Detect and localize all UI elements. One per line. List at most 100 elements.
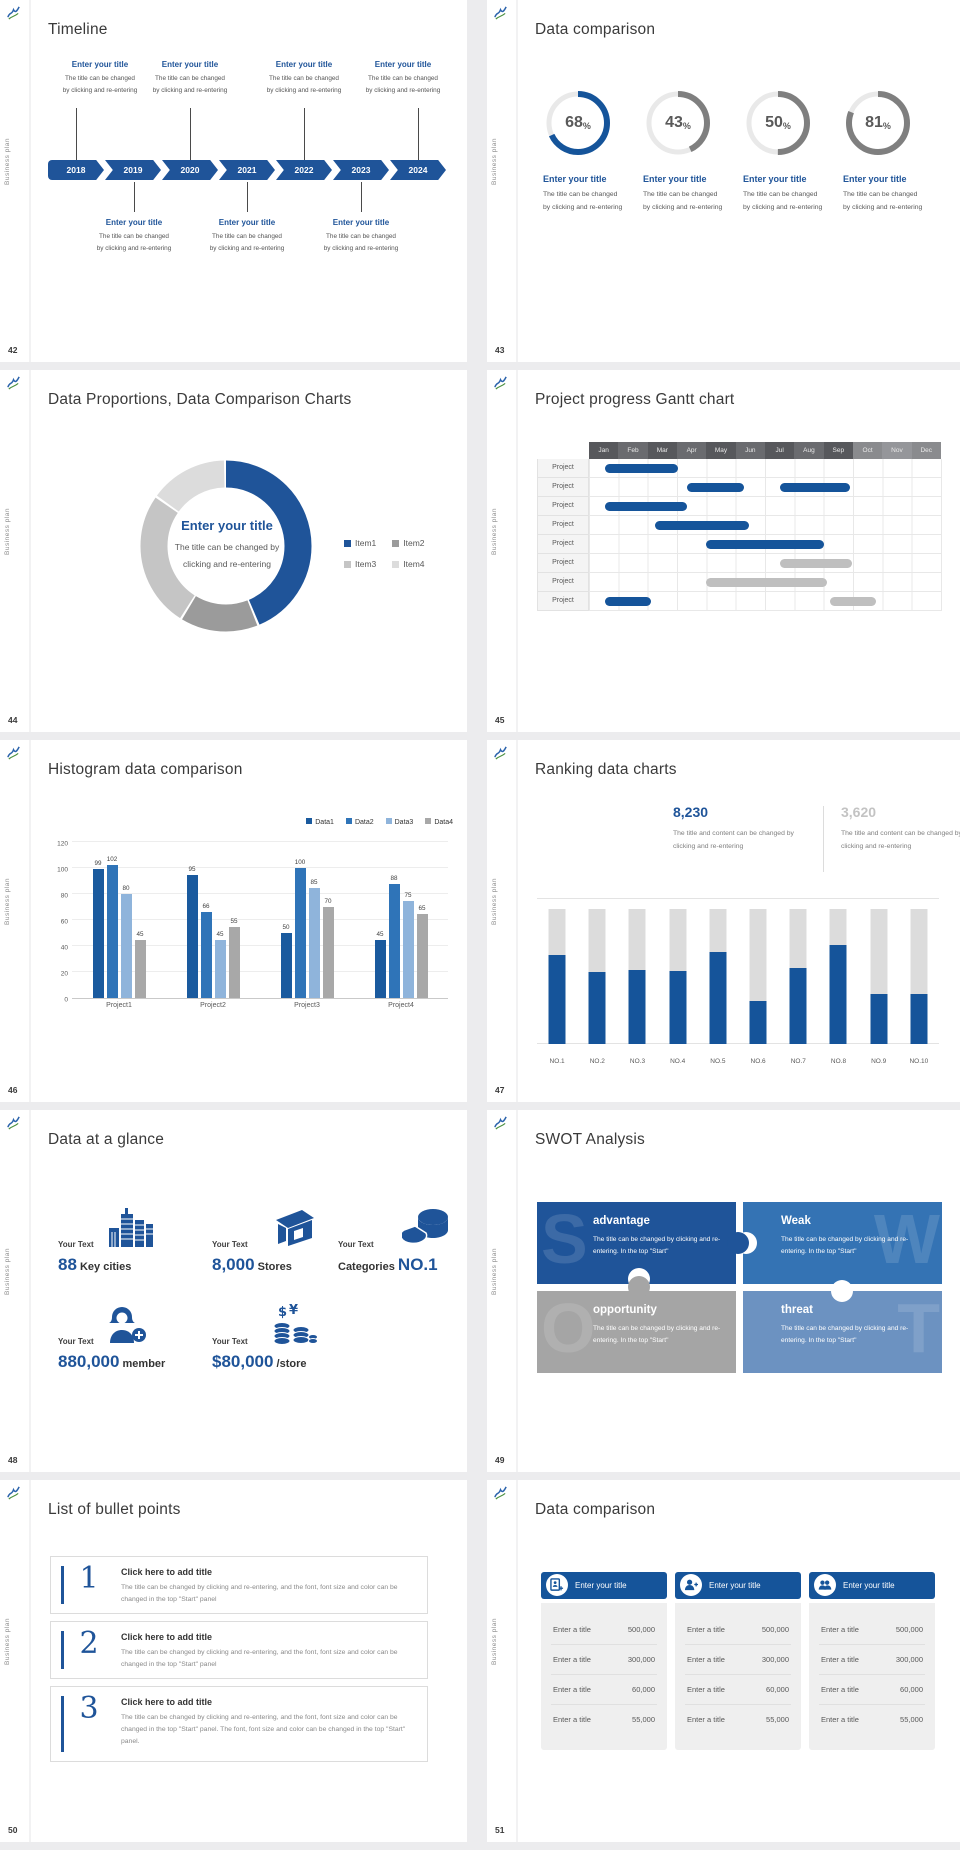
histogram-bar (294, 868, 306, 998)
x-axis-label: NO.9 (871, 1058, 887, 1065)
ranking-bar-fill (789, 968, 807, 1044)
swot-description: The title can be changed by clicking and… (781, 1325, 909, 1344)
ranking-stat-primary: 8,230 The title and content can be chang… (673, 804, 815, 854)
gantt-bar (829, 597, 877, 606)
bar-value-label: 45 (136, 930, 144, 938)
glance-stat-per-store: $ ¥ Your Text $80,000 /store (210, 1303, 360, 1372)
histogram-bar (280, 933, 292, 998)
swot-heading: threat (781, 1304, 813, 1316)
bar-value-label: 65 (418, 904, 426, 912)
sidebar-brand-text: Business plan (4, 508, 11, 555)
y-axis-tick: 40 (60, 944, 68, 952)
x-axis-label: NO.8 (830, 1058, 847, 1065)
slide-thumbnail-48[interactable]: Business plan 48 Data at a glance Your T… (0, 1110, 467, 1472)
gantt-month-header: May (706, 442, 736, 459)
slide-thumbnail-45[interactable]: Business plan 45 Project progress Gantt … (487, 370, 960, 732)
swot-piece-strength: S advantage The title can be changed by … (537, 1202, 736, 1284)
stat-value: 8,230 (673, 804, 709, 820)
bar-value-label: 102 (106, 856, 118, 864)
ranking-column (617, 909, 657, 1044)
bar-value-label: 80 (122, 885, 130, 892)
legend-item: Item2 (392, 538, 425, 548)
ranking-column (738, 909, 778, 1044)
swot-letter-watermark: S (541, 1202, 588, 1278)
gantt-row-label: Project (537, 478, 589, 497)
slide-thumbnail-51[interactable]: Business plan 51 Data comparison Enter y… (487, 1480, 960, 1842)
legend-swatch (344, 560, 351, 568)
slide-number: 49 (495, 1455, 505, 1465)
slide-title: SWOT Analysis (535, 1131, 645, 1148)
gantt-bar (605, 502, 688, 511)
bullet-number: 3 (79, 1691, 99, 1726)
slide-thumbnail-50[interactable]: Business plan 50 List of bullet points 1… (0, 1480, 467, 1842)
slide-number: 44 (8, 715, 18, 725)
histogram-bar (200, 912, 212, 998)
city-buildings-icon (108, 1206, 154, 1253)
brand-logo-icon (493, 1485, 509, 1501)
slide-rail-divider (516, 0, 518, 362)
stat-number: NO.1 (397, 1255, 438, 1274)
bullet-number: 2 (79, 1626, 99, 1661)
gantt-month-header: Jun (735, 442, 765, 459)
slide-rail-divider (29, 370, 31, 732)
slide-thumbnail-47[interactable]: Business plan 47 Ranking data charts 8,2… (487, 740, 960, 1102)
legend-swatch (345, 818, 352, 824)
bar-value-label: 88 (390, 874, 398, 882)
progress-ring-svg (746, 91, 810, 155)
ring-description: The title can be changed by clicking and … (543, 191, 623, 211)
brand-logo-icon (6, 5, 22, 21)
gantt-row: Project (537, 459, 943, 478)
gantt-month-header: Apr (676, 442, 707, 459)
x-axis-label: Project1 (106, 1002, 132, 1009)
swot-piece-threat: T threat The title can be changed by cli… (743, 1291, 942, 1373)
gridline (72, 919, 448, 920)
slide-thumbnail-43[interactable]: Business plan 43 Data comparison 68% Ent… (487, 0, 960, 362)
gantt-bar (779, 559, 852, 568)
slide-title: Histogram data comparison (48, 761, 243, 778)
slide-title: Data comparison (535, 1501, 656, 1518)
gantt-row: Project (537, 592, 943, 611)
gantt-month-header-row: Jan Feb Mar Apr May Jun Jul Aug Sep Oct Nov Dec (589, 442, 943, 459)
slide-number: 47 (495, 1085, 505, 1095)
histogram-bar (416, 913, 428, 998)
y-axis-tick: 100 (57, 866, 68, 874)
stat-label: Stores (257, 1261, 292, 1273)
swot-puzzle-grid: S advantage The title can be changed by … (537, 1202, 945, 1382)
gantt-row-label: Project (537, 516, 589, 535)
timeline-diagram: Enter your title The title can be change… (48, 60, 455, 350)
card-row: Enter a title 60,000 (551, 1675, 657, 1705)
gantt-row-track (589, 516, 942, 535)
ranking-column (537, 909, 577, 1044)
bullet-item-1: 1 Click here to add title The title can … (50, 1556, 428, 1614)
timeline-entry: Enter your title The title can be change… (209, 218, 285, 253)
gridline (72, 971, 448, 972)
gantt-bar (605, 464, 679, 473)
ring-description: The title can be changed by clicking and … (643, 191, 723, 211)
puzzle-tab (727, 1232, 749, 1254)
gantt-row: Project (537, 497, 943, 516)
card-header: Enter your title (809, 1572, 935, 1599)
progress-ring-block: 68% Enter your title The title can be ch… (543, 88, 639, 215)
donut-chart-svg (140, 460, 312, 632)
histogram-bar (308, 887, 320, 998)
bar-value-label: 75 (404, 891, 412, 899)
bullet-heading: Click here to add title (121, 1697, 213, 1707)
users-icon (814, 1574, 836, 1596)
slide-thumbnail-46[interactable]: Business plan 46 Histogram data comparis… (0, 740, 467, 1102)
slide-rail-divider (516, 1480, 518, 1842)
timeline-connector (304, 108, 305, 160)
gantt-month-header: Aug (794, 442, 824, 459)
timeline-year-chevron: 2018 (48, 160, 104, 180)
progress-ring: 68% (543, 88, 613, 158)
ranking-bar-fill (829, 945, 847, 1044)
slide-thumbnail-49[interactable]: Business plan 49 SWOT Analysis S advanta… (487, 1110, 960, 1472)
swot-description: The title can be changed by clicking and… (593, 1325, 721, 1344)
gantt-row-label: Project (537, 554, 589, 573)
ranking-bar-fill (628, 969, 646, 1044)
gantt-row-track (589, 478, 942, 497)
slide-thumbnail-44[interactable]: Business plan 44 Data Proportions, Data … (0, 370, 467, 732)
ranking-bar-fill (548, 954, 566, 1044)
slide-thumbnail-42[interactable]: Business plan 42 Timeline Enter your tit… (0, 0, 467, 362)
slide-number: 51 (495, 1825, 505, 1835)
ring-percent-sign: % (682, 121, 691, 131)
